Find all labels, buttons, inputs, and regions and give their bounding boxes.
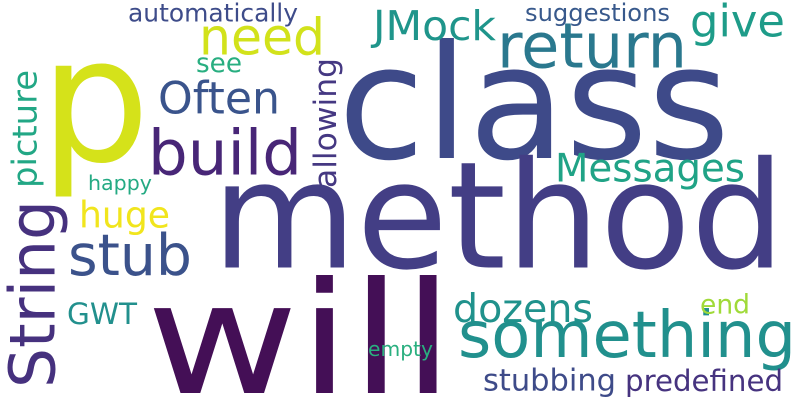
- word-often: Often: [158, 74, 280, 125]
- word-messages: Messages: [555, 147, 745, 192]
- word-something: something: [458, 299, 796, 373]
- word-class: class: [338, 12, 730, 196]
- word-p: p: [40, 0, 150, 202]
- word-huge: huge: [79, 194, 170, 237]
- word-empty: empty: [368, 337, 433, 361]
- word-happy: happy: [88, 171, 152, 195]
- word-suggestions: suggestions: [525, 0, 670, 27]
- word-give: give: [690, 0, 785, 48]
- word-end: end: [700, 290, 750, 321]
- word-dozens: dozens: [453, 286, 593, 332]
- word-automatically: automatically: [128, 0, 298, 28]
- word-will: will: [146, 249, 454, 400]
- word-build: build: [148, 117, 302, 190]
- word-see: see: [196, 49, 242, 79]
- word-predefined: predefined: [625, 364, 783, 398]
- word-stub: stub: [68, 223, 192, 289]
- word-jmock: JMock: [370, 2, 496, 50]
- word-return: return: [497, 10, 687, 83]
- word-picture: picture: [6, 70, 45, 188]
- word-method: method: [212, 130, 785, 303]
- word-stubbing: stubbing: [483, 364, 616, 399]
- word-allowing: allowing: [308, 58, 344, 188]
- word-string: String: [0, 200, 70, 388]
- word-need: need: [199, 8, 325, 67]
- word-gwt: GWT: [67, 297, 137, 331]
